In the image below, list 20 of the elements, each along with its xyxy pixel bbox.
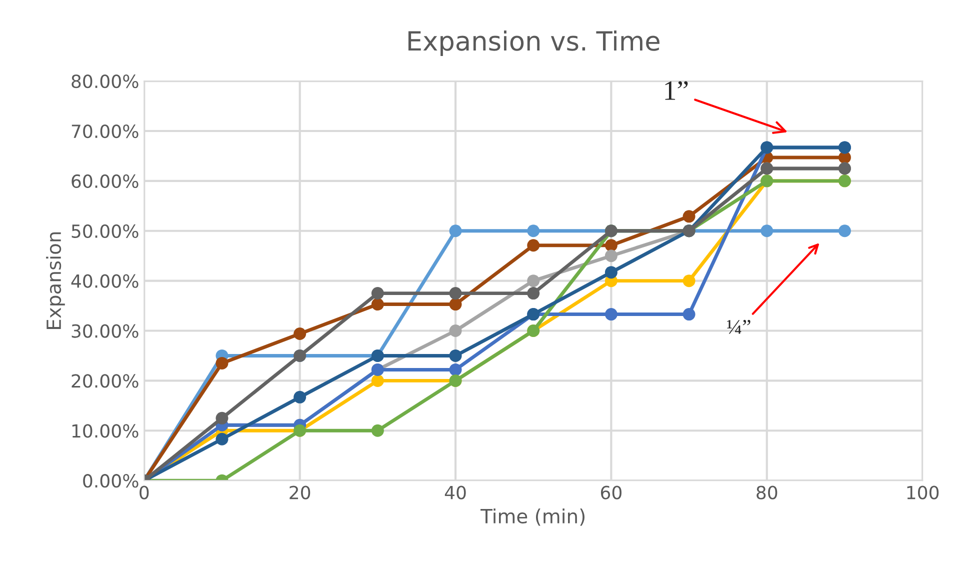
- y-axis-title: Expansion: [46, 232, 65, 329]
- y-tick-label: 60.00%: [72, 174, 138, 188]
- x-tick-label: 20: [290, 486, 310, 500]
- y-tick-label: 30.00%: [72, 324, 138, 338]
- x-tick-label: 80: [756, 486, 778, 500]
- y-tick-label: 20.00%: [72, 374, 138, 388]
- annotation: 1”: [665, 81, 688, 100]
- y-tick-label: 80.00%: [72, 74, 138, 88]
- chart-title: Expansion vs. Time: [408, 30, 660, 56]
- x-axis-title: Time (min): [480, 508, 584, 526]
- y-tick-label: 0.00%: [83, 474, 138, 488]
- y-tick-label: 70.00%: [72, 124, 138, 138]
- y-tick-label: 10.00%: [72, 424, 138, 438]
- y-tick-label: 50.00%: [72, 224, 138, 238]
- y-tick-label: 40.00%: [71, 274, 138, 288]
- x-tick-label: 100: [907, 486, 939, 500]
- annotation: ¼”: [727, 320, 750, 334]
- x-tick-label: 40: [444, 486, 466, 500]
- x-tick-label: 0: [140, 486, 149, 500]
- x-tick-label: 60: [600, 486, 622, 500]
